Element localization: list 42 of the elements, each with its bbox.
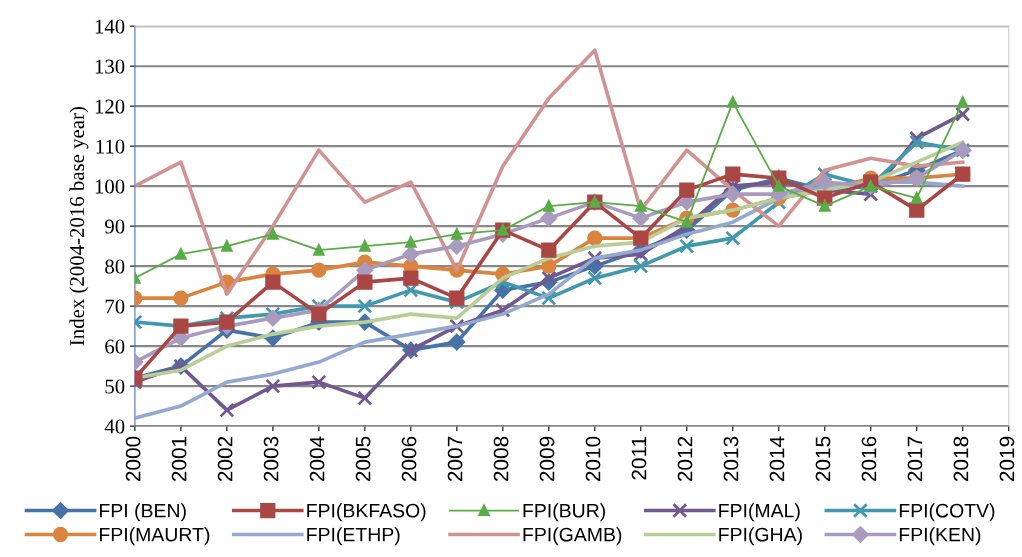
legend-label: FPI(COTV): [899, 503, 995, 522]
x-tick-label: 2010: [585, 436, 601, 482]
x-tick-label: 2005: [355, 436, 371, 482]
y-tick-label: 140: [95, 19, 125, 34]
legend-label: FPI(KEN): [899, 527, 981, 546]
x-tick-label: 2019: [999, 436, 1015, 482]
legend-label: FPI(BUR): [523, 503, 606, 522]
y-tick-label: 70: [105, 299, 125, 314]
x-tick-label: 2013: [723, 436, 739, 482]
x-tick-label: 2002: [217, 436, 233, 482]
x-tick-label: 2004: [309, 436, 325, 482]
y-axis-title: Index (2004-2016 base year): [69, 107, 89, 346]
x-tick-label: 2016: [861, 436, 877, 482]
y-tick-label: 100: [95, 179, 125, 194]
y-tick-label: 50: [105, 379, 125, 394]
y-tick-label: 110: [96, 139, 125, 154]
x-tick-label: 2009: [539, 436, 555, 482]
x-tick-label: 2012: [677, 436, 693, 482]
x-tick-label: 2003: [263, 436, 279, 482]
y-tick-label: 130: [95, 59, 125, 74]
y-tick-label: 80: [105, 259, 125, 274]
x-tick-label: 2001: [171, 436, 187, 482]
legend-label: FPI(BKFASO): [307, 503, 426, 522]
legend-label: FPI(MAL): [719, 503, 800, 522]
x-tick-label: 2017: [907, 436, 923, 482]
x-tick-label: 2000: [125, 436, 141, 482]
y-tick-label: 60: [105, 339, 125, 354]
legend-label: FPI(GHA): [719, 527, 802, 546]
legend-label: FPI(GAMB): [523, 527, 622, 546]
legend-label: FPI (BEN): [100, 503, 186, 522]
x-tick-label: 2008: [493, 436, 509, 482]
legend-label: FPI(MAURT): [100, 527, 210, 546]
x-tick-label: 2015: [815, 436, 831, 482]
x-tick-label: 2011: [631, 436, 647, 480]
x-tick-label: 2014: [769, 436, 785, 482]
x-tick-label: 2018: [953, 436, 969, 482]
legend-label: FPI(ETHP): [307, 527, 400, 546]
y-tick-label: 90: [105, 219, 125, 234]
y-tick-label: 120: [95, 99, 125, 114]
x-tick-label: 2006: [401, 436, 417, 482]
y-tick-label: 40: [104, 419, 125, 434]
x-tick-label: 2007: [447, 436, 463, 482]
